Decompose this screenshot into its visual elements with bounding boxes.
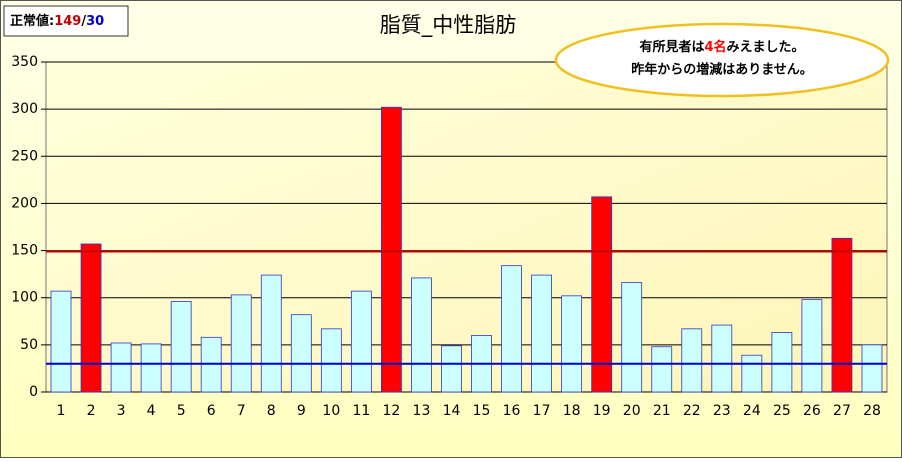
x-tick-label: 27 xyxy=(833,403,851,419)
normal-prefix: 正常値: xyxy=(10,13,54,29)
x-tick-label: 15 xyxy=(473,403,491,419)
x-tick-label: 26 xyxy=(803,403,821,419)
bar xyxy=(350,290,372,393)
x-tick-label: 19 xyxy=(593,403,611,419)
x-tick-label: 17 xyxy=(533,403,551,419)
annotation-part: 4名 xyxy=(704,39,726,55)
bar xyxy=(411,277,432,393)
bar xyxy=(771,332,793,393)
bar xyxy=(741,354,763,393)
x-tick-label: 23 xyxy=(713,403,731,419)
x-tick-label: 28 xyxy=(863,403,881,419)
x-tick-label: 7 xyxy=(237,403,246,419)
bar xyxy=(140,343,162,393)
annotation-line2: 昨年からの増減はありません。 xyxy=(631,62,813,78)
annotation-part: みえました。 xyxy=(727,40,805,55)
bar xyxy=(260,274,282,393)
x-tick-label: 24 xyxy=(743,403,761,419)
annotation-ellipse xyxy=(554,22,890,98)
bar xyxy=(861,344,883,393)
bar xyxy=(290,314,312,393)
normal-label: 正常値:149/30 xyxy=(10,13,104,29)
x-tick-label: 8 xyxy=(267,403,276,419)
x-tick-label: 14 xyxy=(443,403,461,419)
bar xyxy=(831,237,853,393)
y-tick-label: 200 xyxy=(11,195,38,211)
x-tick-label: 25 xyxy=(773,403,791,419)
normal-sep: / xyxy=(81,14,86,29)
x-tick-label: 21 xyxy=(653,403,671,419)
normal-upper: 149 xyxy=(54,14,81,29)
x-tick-label: 1 xyxy=(57,403,66,419)
x-tick-label: 11 xyxy=(352,403,370,419)
x-tick-label: 10 xyxy=(322,403,340,419)
bar xyxy=(501,265,522,393)
x-tick-label: 22 xyxy=(683,403,701,419)
y-tick-label: 350 xyxy=(11,54,38,70)
annotation-line1: 有所見者は4名みえました。 xyxy=(639,39,804,55)
x-tick-label: 3 xyxy=(117,403,126,419)
bar xyxy=(651,346,673,393)
bar xyxy=(801,299,823,393)
bar xyxy=(110,342,132,393)
x-tick-label: 20 xyxy=(623,403,641,419)
bar xyxy=(320,328,342,393)
y-tick-label: 250 xyxy=(11,148,38,164)
bar xyxy=(681,328,703,393)
bar xyxy=(50,290,72,393)
bar xyxy=(711,324,733,393)
annotation-part: 有所見者は xyxy=(639,39,704,55)
bar xyxy=(381,106,402,393)
bar xyxy=(230,294,252,393)
y-tick-label: 100 xyxy=(11,290,38,306)
bar xyxy=(591,196,613,393)
bar xyxy=(531,274,552,393)
x-tick-label: 18 xyxy=(563,403,581,419)
x-tick-label: 5 xyxy=(177,403,186,419)
normal-lower: 30 xyxy=(86,14,104,29)
bar xyxy=(170,301,192,393)
bar xyxy=(561,295,583,393)
bar xyxy=(441,345,462,393)
x-tick-label: 4 xyxy=(147,403,156,419)
y-tick-label: 50 xyxy=(20,337,38,353)
x-tick-label: 12 xyxy=(382,403,400,419)
x-tick-label: 6 xyxy=(207,403,216,419)
x-tick-label: 16 xyxy=(503,403,521,419)
y-tick-label: 150 xyxy=(11,243,38,259)
x-tick-label: 13 xyxy=(413,403,431,419)
x-tick-label: 9 xyxy=(297,403,306,419)
bar xyxy=(621,282,643,393)
normal-box xyxy=(3,5,129,37)
bar xyxy=(80,243,102,393)
chart-title: 脂質_中性脂肪 xyxy=(380,13,517,38)
y-tick-label: 300 xyxy=(11,101,38,117)
y-tick-label: 0 xyxy=(29,384,38,400)
x-tick-label: 2 xyxy=(87,403,96,419)
